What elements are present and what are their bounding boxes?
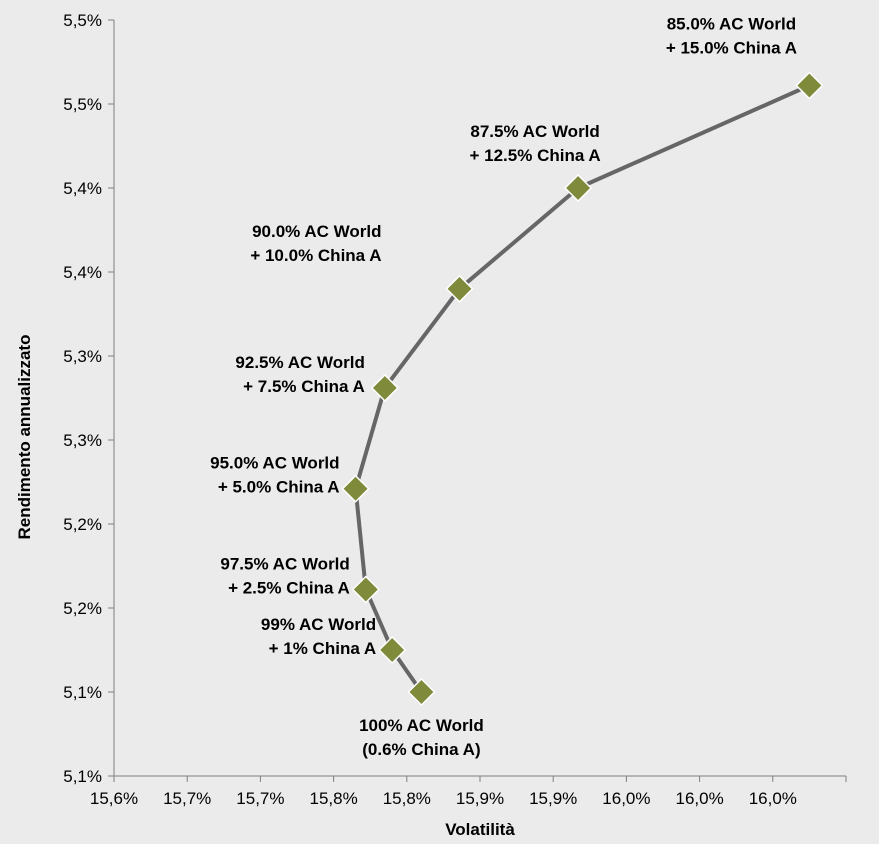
data-point-marker — [378, 635, 407, 665]
y-tick-label: 5,1% — [63, 683, 102, 702]
x-tick-label: 16,0% — [675, 789, 723, 808]
data-label: + 15.0% China A — [666, 39, 797, 58]
data-label: 92.5% AC World — [235, 353, 364, 372]
data-point-marker — [351, 575, 380, 604]
x-tick-label: 15,8% — [309, 789, 357, 808]
y-tick-label: 5,3% — [63, 431, 102, 450]
y-tick-label: 5,2% — [63, 515, 102, 534]
axes — [108, 19, 847, 782]
x-tick-label: 16,0% — [749, 789, 797, 808]
data-point-marker — [564, 173, 593, 203]
data-label: 87.5% AC World — [470, 122, 599, 141]
y-axis-title: Rendimento annualizzato — [15, 335, 34, 540]
y-tick-label: 5,1% — [63, 767, 102, 786]
data-label: + 1% China A — [269, 639, 377, 658]
x-tick-label: 15,7% — [236, 789, 284, 808]
x-tick-label: 15,8% — [383, 789, 431, 808]
data-label: + 5.0% China A — [218, 478, 340, 497]
data-label: 90.0% AC World — [252, 222, 381, 241]
data-point-marker — [795, 71, 824, 100]
data-label: 100% AC World — [359, 716, 484, 735]
x-tick-label: 15,7% — [163, 789, 211, 808]
tick-labels: 15,6% 15,7% 15,7% 15,8% 15,8% 15,9% 15,9% 16,0%… — [63, 11, 797, 808]
data-point-marker — [407, 677, 436, 707]
series-line — [353, 83, 811, 694]
y-tick-label: 5,5% — [63, 11, 102, 30]
y-tick-label: 5,4% — [63, 179, 102, 198]
point-labels: 100% AC World (0.6% China A) 99% AC World +… — [210, 15, 797, 759]
x-tick-label: 15,9% — [456, 789, 504, 808]
data-label: + 12.5% China A — [470, 146, 601, 165]
data-label: + 7.5% China A — [243, 377, 365, 396]
data-label: + 10.0% China A — [250, 246, 381, 265]
y-tick-label: 5,3% — [63, 347, 102, 366]
y-tick-label: 5,4% — [63, 263, 102, 282]
data-point-marker — [370, 373, 399, 402]
data-label: + 2.5% China A — [228, 579, 350, 598]
x-tick-label: 16,0% — [602, 789, 650, 808]
y-tick-label: 5,5% — [63, 95, 102, 114]
data-label: 99% AC World — [261, 615, 376, 634]
data-point-marker — [445, 274, 474, 303]
x-axis-title: Volatilità — [445, 820, 515, 839]
x-tick-label: 15,6% — [90, 789, 138, 808]
data-label: 95.0% AC World — [210, 454, 339, 473]
y-tick-label: 5,2% — [63, 599, 102, 618]
frontier-series — [341, 71, 824, 707]
data-point-marker — [341, 474, 370, 503]
x-tick-label: 15,9% — [529, 789, 577, 808]
data-label: (0.6% China A) — [362, 740, 480, 759]
data-label: 97.5% AC World — [220, 555, 349, 574]
data-label: 85.0% AC World — [667, 15, 796, 34]
